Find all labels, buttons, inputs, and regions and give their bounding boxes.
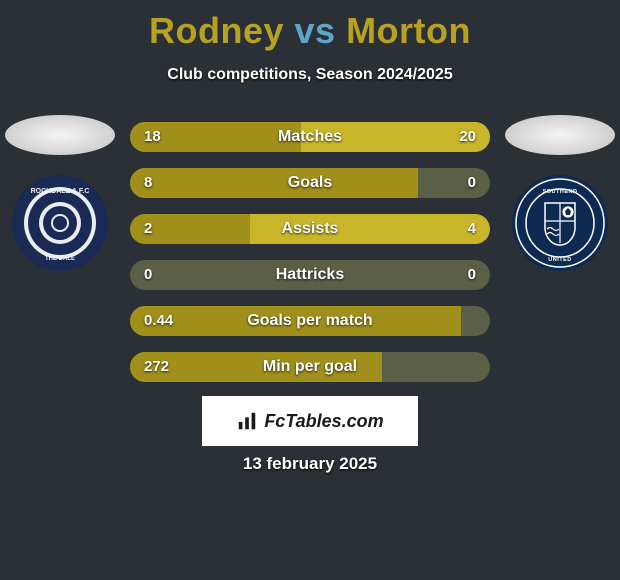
rochdale-crest-icon: ROCHDALE A.F.C THE DALE — [10, 173, 110, 273]
stat-row: 80Goals — [130, 168, 490, 198]
stat-row: 00Hattricks — [130, 260, 490, 290]
title-vs: vs — [295, 10, 336, 51]
svg-text:THE DALE: THE DALE — [45, 256, 75, 262]
stat-row: 0.44Goals per match — [130, 306, 490, 336]
player-left-slot: ROCHDALE A.F.C THE DALE — [0, 115, 120, 273]
attribution-badge: FcTables.com — [202, 396, 418, 446]
date-text: 13 february 2025 — [0, 454, 620, 474]
subtitle: Club competitions, Season 2024/2025 — [0, 66, 620, 84]
stat-label: Matches — [130, 122, 490, 152]
stat-label: Hattricks — [130, 260, 490, 290]
bar-chart-icon — [236, 410, 258, 432]
svg-text:UNITED: UNITED — [548, 257, 571, 263]
stat-label: Min per goal — [130, 352, 490, 382]
attribution-text: FcTables.com — [264, 411, 383, 432]
svg-text:SOUTHEND: SOUTHEND — [543, 189, 578, 195]
stat-label: Goals per match — [130, 306, 490, 336]
club-badge-right: SOUTHEND UNITED — [510, 173, 610, 273]
title-left: Rodney — [149, 10, 284, 51]
player-left-photo — [5, 115, 115, 155]
stat-label: Goals — [130, 168, 490, 198]
stat-bars: 1820Matches 80Goals 24Assists 00Hattricks 0.… — [130, 122, 490, 398]
title-right: Morton — [346, 10, 471, 51]
club-badge-left: ROCHDALE A.F.C THE DALE — [10, 173, 110, 273]
svg-text:ROCHDALE A.F.C: ROCHDALE A.F.C — [31, 188, 90, 195]
player-right-photo — [505, 115, 615, 155]
page-title: Rodney vs Morton — [0, 0, 620, 52]
player-right-slot: SOUTHEND UNITED — [500, 115, 620, 273]
stat-label: Assists — [130, 214, 490, 244]
southend-crest-icon: SOUTHEND UNITED — [510, 173, 610, 273]
stat-row: 1820Matches — [130, 122, 490, 152]
stat-row: 272Min per goal — [130, 352, 490, 382]
stat-row: 24Assists — [130, 214, 490, 244]
